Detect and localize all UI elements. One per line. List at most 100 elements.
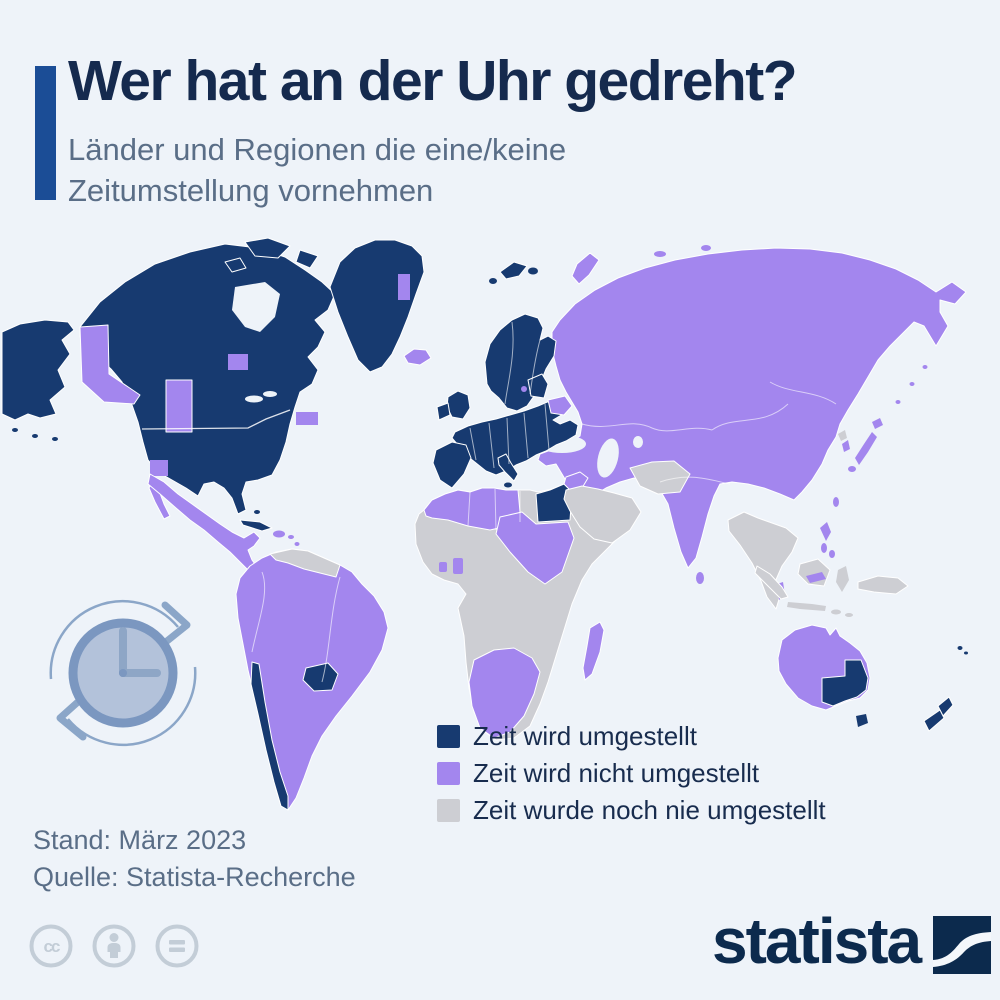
region-cuba [239, 519, 273, 532]
region-new-zealand-south [923, 709, 945, 732]
region-kuril-3 [895, 400, 901, 404]
border-north-africa [467, 488, 521, 531]
rotation-arrowhead-top [161, 601, 191, 645]
subtitle-line-1: Länder und Regionen die eine/keine [68, 132, 567, 167]
region-lesser-antilles-1 [294, 542, 300, 546]
region-philippines-3 [829, 550, 835, 558]
hudson-bay [232, 282, 280, 332]
border-europe-1 [469, 403, 550, 469]
border-mongolia [711, 381, 837, 431]
region-aleutian-3 [52, 437, 58, 441]
region-greenland-patch [398, 274, 410, 300]
page-subtitle: Länder und Regionen die eine/keine Zeitu… [68, 130, 768, 212]
region-aleutian-2 [32, 434, 38, 438]
region-canada-usa [79, 243, 336, 515]
region-iberia [432, 441, 472, 489]
legend-item-dst: Zeit wird umgestellt [437, 721, 826, 751]
legend-label-dst: Zeit wird umgestellt [473, 720, 697, 751]
no-derivatives-equals-icon[interactable] [155, 924, 199, 968]
region-sicily [504, 482, 512, 488]
region-arctic-canada-1 [244, 237, 291, 259]
legend-swatch-never [437, 798, 460, 822]
great-lake-2 [263, 391, 277, 397]
region-japan-honshu [855, 432, 877, 465]
region-philippines-2 [821, 543, 827, 553]
region-madagascar [582, 621, 605, 681]
region-japan-kyushu [848, 466, 856, 472]
region-japan-hokkaido [872, 418, 883, 429]
clock-center-dot [119, 669, 127, 677]
caspian-sea [597, 438, 619, 478]
region-south-korea [842, 440, 850, 452]
region-fiji [957, 646, 963, 650]
region-southeast-asia [727, 511, 799, 610]
map-legend: Zeit wird umgestellt Zeit wird nicht umg… [437, 721, 826, 835]
region-java [787, 602, 826, 611]
rotation-arrow-arc-top [49, 599, 179, 680]
rotation-arrow-arc-bottom [67, 666, 197, 747]
region-svalbard [499, 261, 528, 280]
region-aleutian-1 [12, 428, 18, 432]
attribution-person-icon[interactable] [92, 924, 136, 968]
region-alaska [1, 319, 75, 421]
world-map [1, 237, 968, 811]
rotation-arrowhead-bottom [56, 697, 87, 741]
aral-sea [633, 436, 643, 448]
border-us-canada [141, 409, 291, 430]
region-paraguay [302, 662, 339, 692]
region-arctic-canada-2 [295, 249, 319, 269]
source-note: Quelle: Statista-Recherche [33, 862, 356, 892]
region-taiwan [833, 497, 839, 507]
region-new-guinea [857, 575, 909, 595]
region-venezuela-guyanas [269, 548, 341, 578]
clock-rotation-icon [49, 599, 197, 747]
region-puerto-rico [288, 535, 294, 539]
legend-label-no-dst: Zeit wird nicht umgestellt [473, 757, 760, 788]
region-scandinavia [484, 313, 557, 412]
region-kuril-1 [922, 365, 928, 369]
statista-logo-mark [933, 916, 992, 974]
footer-notes: Stand: März 2023 Quelle: Statista-Recher… [33, 822, 356, 896]
region-new-caledonia [964, 651, 968, 655]
stand-date: Stand: März 2023 [33, 825, 247, 855]
region-belarus [547, 395, 573, 416]
region-philippines [820, 522, 831, 541]
legend-item-no-dst: Zeit wird nicht umgestellt [437, 758, 826, 788]
great-lake-1 [245, 395, 263, 403]
cc-icon[interactable]: cc [29, 924, 73, 968]
region-southern-africa [468, 647, 541, 739]
region-arizona [150, 460, 168, 476]
region-bahamas [254, 510, 260, 514]
region-chad-sudan [495, 511, 575, 585]
subtitle-line-2: Zeitumstellung vornehmen [68, 172, 434, 208]
region-novaya-zemlya [571, 252, 600, 285]
region-hispaniola [273, 530, 285, 538]
title-accent-bar [35, 66, 56, 200]
statista-logo[interactable]: statista [712, 905, 992, 977]
region-greenland [329, 239, 425, 373]
region-russia-asia [537, 247, 967, 569]
region-lesser-sunda-1 [831, 609, 841, 615]
region-cote-divoire [439, 562, 447, 572]
legend-item-never: Zeit wurde noch nie umgestellt [437, 795, 826, 825]
page-title: Wer hat an der Uhr gedreht? [68, 49, 798, 113]
region-malaysia-borneo [806, 572, 826, 583]
region-arabian-peninsula [563, 485, 642, 544]
region-kuril-2 [909, 382, 915, 386]
statista-wave [933, 932, 992, 967]
border-scandinavia [504, 321, 541, 405]
region-italy [497, 453, 519, 482]
region-afghanistan-turkmenistan [629, 460, 691, 495]
region-iceland [403, 348, 432, 366]
region-labrador-patch [296, 412, 318, 425]
region-sulawesi [836, 566, 849, 592]
region-west-canada-no-dst [79, 324, 141, 405]
border-central-asia [581, 423, 713, 432]
statista-logo-text: statista [712, 905, 922, 977]
cc-license-icons[interactable]: cc [28, 923, 200, 969]
region-chile [250, 661, 289, 811]
region-southeast-australia [821, 659, 869, 707]
border-south-america [251, 571, 341, 683]
region-arctic-island-1 [654, 251, 666, 257]
